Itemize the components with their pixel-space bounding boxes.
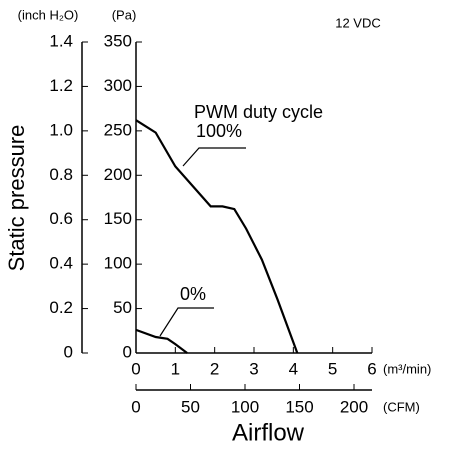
y2-tick-label: 1.0 [49,120,73,139]
y2-unit: (inch H₂O) [18,7,79,22]
series-line [135,328,188,354]
y-axis-label: Static pressure [4,125,29,272]
y-tick-label: 50 [113,298,132,317]
x-tick-label: 2 [210,359,219,378]
x2-unit: (CFM) [383,399,420,414]
y2-tick-label: 0.8 [49,165,73,184]
x2-tick-label: 0 [131,397,140,416]
y2-tick-label: 0 [64,342,73,361]
series-line [135,119,299,354]
x2-tick-label: 100 [231,397,259,416]
y2-tick-label: 0.2 [49,298,73,317]
x-unit: (m³/min) [383,361,431,376]
y-tick-label: 0 [123,342,132,361]
x-tick-label: 4 [289,359,298,378]
x-axis-label: Airflow [232,419,305,446]
x-tick-label: 1 [171,359,180,378]
x2-tick-label: 50 [181,397,200,416]
x2-tick-label: 200 [340,397,368,416]
y-tick-label: 250 [104,120,132,139]
y-tick-label: 100 [104,254,132,273]
x2-tick-label: 150 [285,397,313,416]
annotation: PWM duty cycle [194,102,323,122]
x-tick-label: 5 [328,359,337,378]
y-tick-label: 200 [104,165,132,184]
y-unit: (Pa) [112,7,137,22]
x-tick-label: 0 [131,359,140,378]
y2-tick-label: 1.4 [49,31,73,50]
leader-line [182,147,246,167]
leader-line [159,307,214,337]
y-tick-label: 300 [104,76,132,95]
y-tick-label: 350 [104,31,132,50]
y2-tick-label: 0.4 [49,254,73,273]
chart-title: 12 VDC [335,15,381,30]
series-label: 100% [196,121,242,141]
series-label: 0% [180,284,206,304]
y2-tick-label: 1.2 [49,76,73,95]
y-tick-label: 150 [104,209,132,228]
y2-tick-label: 0.6 [49,209,73,228]
x-tick-label: 6 [367,359,376,378]
x-tick-label: 3 [249,359,258,378]
